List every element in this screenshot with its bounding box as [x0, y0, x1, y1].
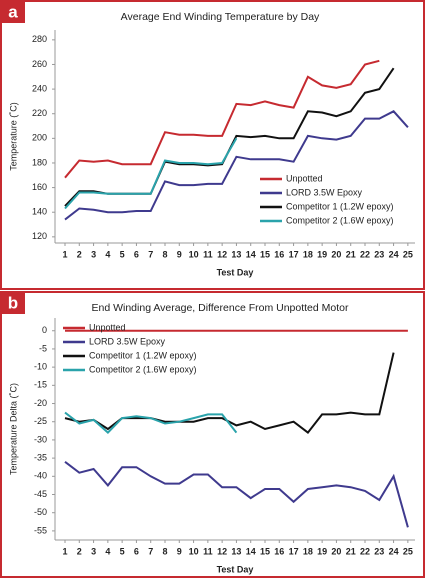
- legend-label: Competitor 1 (1.2W epoxy): [89, 350, 197, 360]
- x-tick-label: 2: [77, 249, 82, 259]
- x-tick-label: 3: [91, 546, 96, 556]
- x-tick-label: 3: [91, 249, 96, 259]
- x-tick-label: 12: [217, 249, 227, 259]
- series-line: [64, 59, 380, 179]
- panel-frame: [0, 291, 425, 578]
- y-tick-label: 140: [32, 207, 47, 217]
- panel-label: a: [8, 2, 18, 21]
- legend-label: Unpotted: [286, 173, 323, 183]
- series-line: [64, 110, 409, 221]
- x-tick-label: 8: [162, 546, 167, 556]
- x-tick-label: 20: [331, 546, 341, 556]
- x-tick-label: 10: [189, 249, 199, 259]
- legend-label: Competitor 2 (1.6W epoxy): [286, 215, 394, 225]
- x-tick-label: 23: [374, 546, 384, 556]
- x-tick-label: 19: [317, 249, 327, 259]
- x-tick-label: 18: [303, 546, 313, 556]
- x-tick-label: 16: [274, 249, 284, 259]
- x-axis-label: Test Day: [217, 267, 254, 277]
- x-tick-label: 14: [246, 546, 256, 556]
- x-tick-label: 23: [374, 249, 384, 259]
- x-tick-label: 4: [105, 546, 110, 556]
- y-tick-label: -20: [34, 398, 47, 408]
- y-axis-label: Temperature Delta (˚C): [8, 383, 18, 475]
- x-tick-label: 24: [389, 249, 399, 259]
- x-tick-label: 7: [148, 546, 153, 556]
- x-tick-label: 6: [134, 249, 139, 259]
- x-tick-label: 11: [203, 546, 213, 556]
- series-line: [64, 411, 238, 434]
- legend-label: LORD 3.5W Epoxy: [89, 336, 166, 346]
- legend-label: Competitor 2 (1.6W epoxy): [89, 364, 197, 374]
- x-tick-label: 25: [403, 546, 413, 556]
- x-tick-label: 18: [303, 249, 313, 259]
- x-tick-label: 9: [177, 249, 182, 259]
- y-tick-label: -5: [39, 343, 47, 353]
- y-tick-label: 180: [32, 157, 47, 167]
- panel-label: b: [8, 293, 18, 312]
- y-axis-label: Temperature (˚C): [8, 102, 18, 171]
- x-tick-label: 20: [331, 249, 341, 259]
- x-tick-label: 5: [120, 249, 125, 259]
- x-tick-label: 4: [105, 249, 110, 259]
- x-tick-label: 7: [148, 249, 153, 259]
- x-tick-label: 6: [134, 546, 139, 556]
- panel-label-box: [1, 292, 25, 314]
- x-tick-label: 21: [346, 249, 356, 259]
- x-tick-label: 25: [403, 249, 413, 259]
- y-tick-label: -40: [34, 471, 47, 481]
- y-tick-label: -15: [34, 380, 47, 390]
- x-axis-label: Test Day: [217, 564, 254, 574]
- x-tick-label: 12: [217, 546, 227, 556]
- x-tick-label: 8: [162, 249, 167, 259]
- legend-label: Competitor 1 (1.2W epoxy): [286, 201, 394, 211]
- y-tick-label: 120: [32, 231, 47, 241]
- y-tick-label: 240: [32, 83, 47, 93]
- x-tick-label: 9: [177, 546, 182, 556]
- y-tick-label: -50: [34, 507, 47, 517]
- legend-label: Unpotted: [89, 322, 126, 332]
- panel-frame: [0, 0, 425, 290]
- y-tick-label: 200: [32, 133, 47, 143]
- y-tick-label: 220: [32, 108, 47, 118]
- x-tick-label: 15: [260, 546, 270, 556]
- x-tick-label: 19: [317, 546, 327, 556]
- y-tick-label: -10: [34, 362, 47, 372]
- x-tick-label: 5: [120, 546, 125, 556]
- x-tick-label: 22: [360, 546, 370, 556]
- x-tick-label: 1: [62, 249, 67, 259]
- x-tick-label: 1: [62, 546, 67, 556]
- x-tick-label: 15: [260, 249, 270, 259]
- x-tick-label: 24: [389, 546, 399, 556]
- y-tick-label: 260: [32, 59, 47, 69]
- x-tick-label: 17: [289, 546, 299, 556]
- x-tick-label: 13: [231, 546, 241, 556]
- x-tick-label: 13: [231, 249, 241, 259]
- x-tick-label: 17: [289, 249, 299, 259]
- x-tick-label: 2: [77, 546, 82, 556]
- y-tick-label: -55: [34, 525, 47, 535]
- chart-title: End Winding Average, Difference From Unp…: [92, 302, 349, 314]
- y-tick-label: 160: [32, 182, 47, 192]
- y-tick-label: 0: [42, 325, 47, 335]
- y-tick-label: -45: [34, 489, 47, 499]
- panel-label-box: [1, 1, 25, 23]
- y-tick-label: -25: [34, 416, 47, 426]
- series-line: [64, 461, 409, 528]
- x-tick-label: 22: [360, 249, 370, 259]
- x-tick-label: 21: [346, 546, 356, 556]
- y-tick-label: -30: [34, 434, 47, 444]
- y-tick-label: 280: [32, 34, 47, 44]
- x-tick-label: 14: [246, 249, 256, 259]
- chart-title: Average End Winding Temperature by Day: [121, 11, 320, 23]
- x-tick-label: 16: [274, 546, 284, 556]
- legend-label: LORD 3.5W Epoxy: [286, 187, 363, 197]
- x-tick-label: 10: [189, 546, 199, 556]
- series-line: [64, 137, 238, 210]
- y-tick-label: -35: [34, 452, 47, 462]
- x-tick-label: 11: [203, 249, 213, 259]
